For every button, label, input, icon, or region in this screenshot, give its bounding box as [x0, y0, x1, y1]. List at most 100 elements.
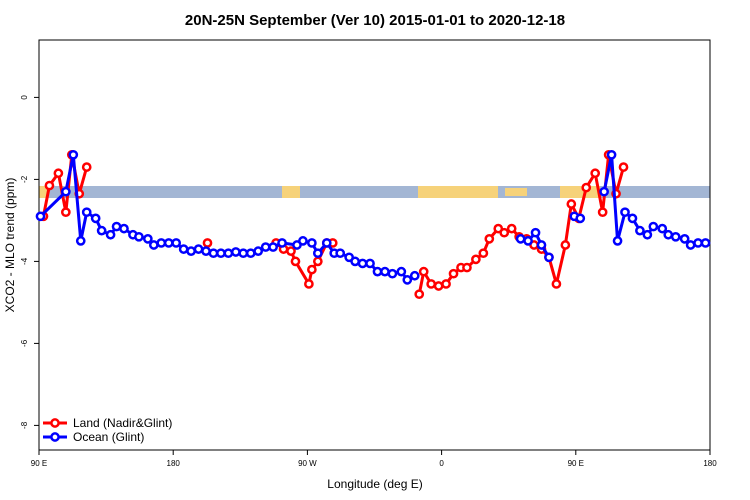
- data-point: [685, 240, 696, 250]
- data-point: [53, 168, 64, 179]
- data-point: [148, 240, 159, 250]
- data-point: [679, 234, 690, 244]
- data-point: [471, 254, 481, 265]
- data-point: [350, 256, 360, 267]
- data-point: [551, 279, 562, 289]
- data-point: [484, 234, 495, 244]
- data-point: [260, 242, 271, 252]
- data-point: [186, 246, 196, 256]
- data-point: [60, 186, 71, 197]
- data-point: [134, 231, 144, 242]
- data-point: [298, 236, 308, 246]
- data-point: [599, 186, 609, 197]
- data-point: [307, 238, 317, 248]
- data-point: [560, 240, 571, 250]
- legend-label: Land (Nadir&Glint): [73, 416, 172, 430]
- data-point: [304, 279, 314, 289]
- data-point: [478, 248, 489, 259]
- data-point: [380, 266, 390, 277]
- data-point: [418, 266, 429, 277]
- data-point: [648, 221, 659, 232]
- data-point: [620, 207, 630, 218]
- data-point: [581, 182, 592, 193]
- data-point: [635, 225, 645, 236]
- x-tick-label: 90 E: [31, 459, 47, 468]
- data-point: [670, 231, 681, 242]
- data-point: [612, 236, 623, 246]
- data-point: [268, 242, 278, 252]
- data-point: [409, 270, 420, 281]
- data-point: [277, 238, 287, 248]
- x-tick-label: 180: [703, 459, 717, 468]
- data-point: [253, 246, 264, 256]
- data-point: [515, 234, 526, 244]
- data-point: [223, 248, 234, 259]
- data-point: [396, 266, 407, 277]
- data-point: [627, 213, 638, 224]
- data-point: [523, 236, 533, 246]
- data-point: [700, 238, 711, 248]
- data-point: [387, 268, 398, 279]
- y-tick-label: -2: [20, 175, 29, 183]
- data-point: [171, 238, 182, 248]
- data-point: [642, 229, 653, 240]
- data-point: [433, 281, 444, 291]
- data-point: [96, 225, 107, 236]
- x-tick-label: 180: [167, 459, 181, 468]
- chart-title: 20N-25N September (Ver 10) 2015-01-01 to…: [185, 12, 565, 29]
- x-tick-label: 90 W: [298, 459, 317, 468]
- data-point: [657, 223, 668, 234]
- data-point: [75, 236, 86, 246]
- data-point: [68, 149, 79, 160]
- map-strip: [39, 186, 710, 198]
- data-point: [60, 207, 71, 218]
- data-point: [230, 247, 241, 257]
- data-point: [566, 199, 577, 209]
- data-point: [544, 252, 554, 263]
- data-point: [208, 248, 219, 259]
- data-point: [530, 227, 541, 238]
- data-point: [414, 289, 425, 300]
- data-point: [290, 256, 301, 267]
- data-point: [365, 258, 375, 269]
- data-point: [372, 266, 383, 277]
- data-point: [402, 275, 413, 285]
- data-point: [286, 246, 296, 256]
- data-point: [81, 162, 92, 172]
- data-point: [163, 238, 174, 248]
- data-point: [44, 180, 55, 191]
- data-point: [426, 279, 437, 289]
- data-point: [462, 262, 472, 273]
- data-point: [663, 229, 674, 240]
- data-point: [312, 256, 323, 267]
- data-point: [441, 279, 451, 289]
- data-point: [506, 223, 517, 234]
- data-point: [216, 248, 226, 259]
- data-point: [156, 238, 167, 248]
- data-point: [590, 168, 601, 179]
- plot-frame: [38, 39, 711, 451]
- data-point: [178, 244, 189, 254]
- data-point: [335, 248, 346, 259]
- y-tick-label: -4: [20, 257, 29, 265]
- legend-marker: [50, 432, 60, 442]
- data-point: [307, 264, 317, 275]
- x-tick-label: 90 E: [568, 459, 584, 468]
- data-point: [105, 229, 116, 240]
- y-axis-label: XCO2 - MLO trend (ppm): [3, 178, 17, 313]
- data-point: [499, 227, 510, 238]
- x-axis-label: Longitude (deg E): [327, 477, 422, 491]
- data-point: [321, 238, 332, 248]
- data-point: [606, 149, 617, 160]
- legend-marker: [50, 418, 60, 428]
- data-point: [575, 213, 586, 224]
- x-tick-label: 0: [439, 459, 444, 468]
- data-point: [357, 258, 368, 269]
- data-point: [202, 238, 213, 248]
- data-point: [238, 248, 249, 259]
- data-point: [35, 211, 46, 222]
- data-point: [693, 238, 703, 248]
- data-point: [81, 207, 92, 218]
- data-point: [143, 234, 153, 244]
